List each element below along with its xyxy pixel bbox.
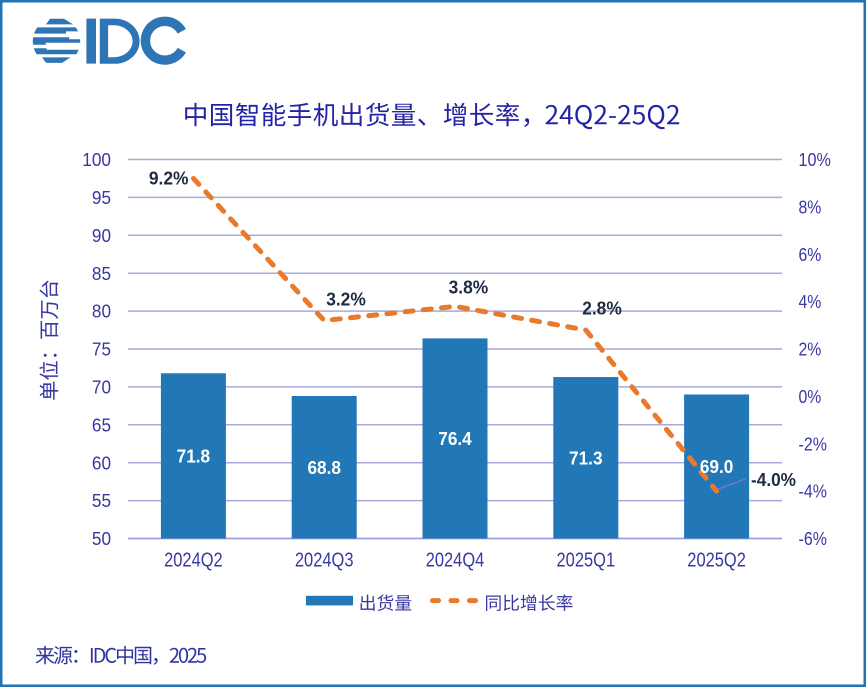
svg-text:-2%: -2%: [799, 433, 827, 454]
svg-text:3.8%: 3.8%: [449, 278, 489, 298]
svg-text:-4.0%: -4.0%: [751, 470, 796, 490]
svg-text:55: 55: [92, 490, 111, 511]
svg-text:90: 90: [92, 225, 111, 246]
svg-text:4%: 4%: [799, 291, 822, 312]
svg-text:85: 85: [92, 263, 111, 284]
svg-text:10%: 10%: [799, 149, 831, 170]
svg-text:3.2%: 3.2%: [326, 290, 366, 310]
svg-text:71.3: 71.3: [569, 448, 603, 468]
svg-text:65: 65: [92, 414, 111, 435]
svg-text:95: 95: [92, 187, 111, 208]
svg-text:2.8%: 2.8%: [582, 298, 622, 318]
svg-text:76.4: 76.4: [438, 429, 472, 449]
svg-text:2024Q2: 2024Q2: [164, 550, 223, 572]
svg-text:75: 75: [92, 339, 111, 360]
svg-text:8%: 8%: [799, 196, 822, 217]
svg-text:80: 80: [92, 301, 111, 322]
svg-text:69.0: 69.0: [700, 457, 734, 477]
svg-text:9.2%: 9.2%: [149, 168, 189, 188]
svg-text:70: 70: [92, 377, 111, 398]
svg-text:2025Q1: 2025Q1: [557, 550, 616, 572]
svg-text:2024Q3: 2024Q3: [295, 550, 354, 572]
svg-text:68.8: 68.8: [307, 458, 341, 478]
svg-text:71.8: 71.8: [177, 446, 211, 466]
svg-text:6%: 6%: [799, 244, 822, 265]
svg-text:50: 50: [92, 528, 111, 549]
svg-text:100: 100: [82, 149, 111, 170]
svg-text:-4%: -4%: [799, 481, 827, 502]
svg-text:2025Q2: 2025Q2: [687, 550, 746, 572]
svg-text:0%: 0%: [799, 386, 822, 407]
svg-text:2%: 2%: [799, 339, 822, 360]
svg-text:60: 60: [92, 452, 111, 473]
svg-text:2024Q4: 2024Q4: [426, 550, 485, 572]
svg-text:-6%: -6%: [799, 528, 827, 549]
